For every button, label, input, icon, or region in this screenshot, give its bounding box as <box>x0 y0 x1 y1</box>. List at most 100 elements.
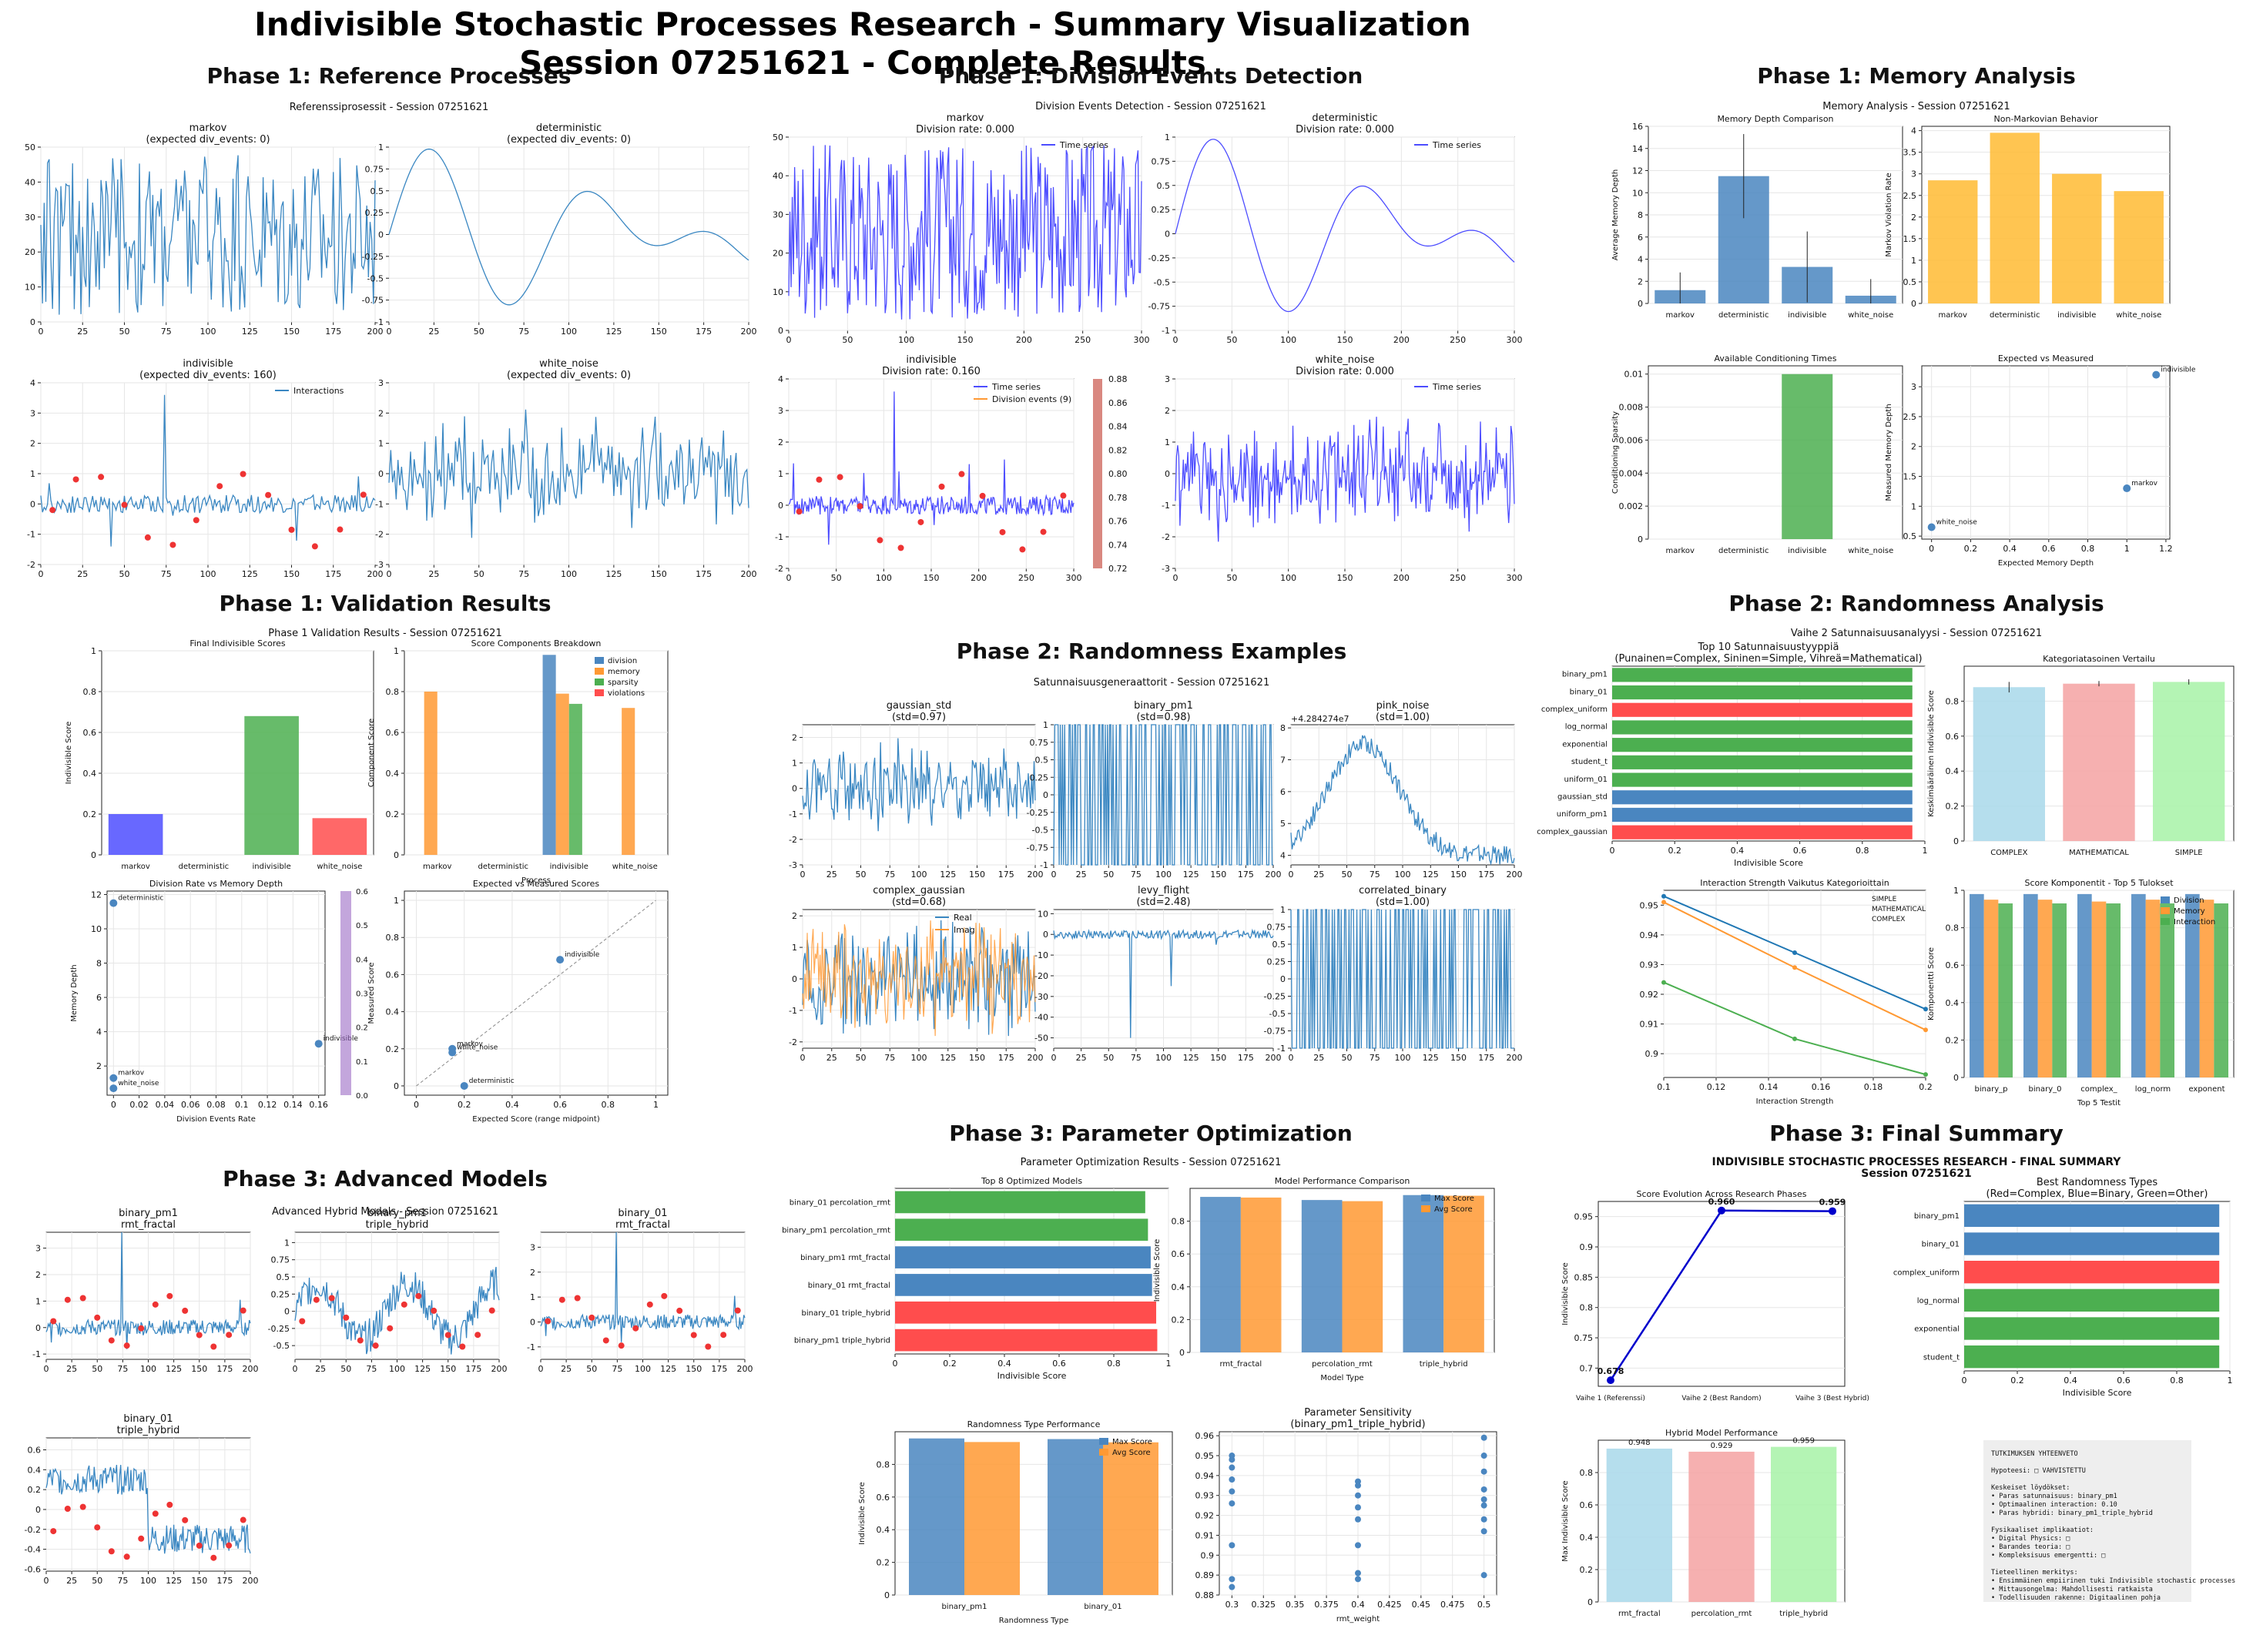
x-axis-label: rmt_weight <box>1336 1615 1380 1624</box>
x-axis-label: Model Type <box>1320 1374 1363 1382</box>
y-tick-label: 0 <box>792 974 797 984</box>
x-tick-label: 25 <box>428 327 439 337</box>
interaction-point <box>265 491 272 498</box>
panel-subtitle: Phase 1 Validation Results - Session 072… <box>268 628 501 639</box>
y-tick-label: 30 <box>773 209 783 219</box>
reference-line <box>416 900 656 1087</box>
legend-label: memory <box>608 668 640 676</box>
category-label: binary_pm1 triple_hybrid <box>794 1337 890 1345</box>
y-tick-label: 16 <box>1632 122 1643 132</box>
y-tick-label: -1 <box>1277 1044 1286 1054</box>
bar <box>1103 1442 1158 1595</box>
x-tick-label: 0 <box>387 327 392 337</box>
y-tick-label: -0.5 <box>273 1341 290 1351</box>
y-tick-label: -40 <box>1034 1013 1048 1023</box>
y-tick-label: 4 <box>96 1027 102 1037</box>
interaction-point <box>836 474 843 481</box>
y-tick-label: 0 <box>530 1317 535 1327</box>
chart-opt_rtype: Randomness Type Performance 0 0.2 0.4 0.6 0.8… <box>858 1419 1173 1625</box>
x-tick-label: 200 <box>243 1576 259 1586</box>
chart-title: indivisible <box>906 354 956 366</box>
x-tick-label: 250 <box>1075 335 1091 345</box>
legend-label: Avg Score <box>1112 1449 1151 1457</box>
x-tick-label: 250 <box>1450 573 1466 583</box>
y-tick-label: 1.5 <box>1903 472 1917 482</box>
y-tick-label: 0 <box>1638 534 1643 545</box>
y-tick-label: 1 <box>30 469 35 479</box>
x-tick-label: 75 <box>366 1364 377 1374</box>
y-axis-label: Indivisible Score <box>1153 1239 1162 1302</box>
y-tick-label: 2 <box>35 1270 41 1280</box>
interaction-point <box>79 1295 86 1302</box>
category-label: deterministic <box>1990 311 2040 320</box>
bar <box>568 703 582 855</box>
point-label: markov <box>118 1070 144 1077</box>
chart-layer: markov(expected div_events: 0)0 25 50 75 100… <box>25 112 2236 1625</box>
bar <box>2106 903 2121 1077</box>
x-tick-label: 175 <box>325 569 341 579</box>
x-tick-label: 50 <box>586 1364 597 1374</box>
y-tick-label: 0.4 <box>1946 998 1960 1008</box>
x-tick-label: 0.425 <box>1377 1600 1402 1610</box>
y-tick-label: -2 <box>775 564 783 574</box>
y-axis-label: Measured Score <box>367 962 376 1024</box>
x-tick-label: 50 <box>1342 1053 1353 1063</box>
chart-title: triple_hybrid <box>117 1425 180 1436</box>
interaction-point <box>661 1292 668 1299</box>
x-tick-label: 125 <box>1183 870 1199 880</box>
category-label: binary_pm1 <box>1562 671 1608 679</box>
category-label: white_noise <box>1848 311 1893 320</box>
y-tick-label: 40 <box>773 171 783 181</box>
bar <box>2063 683 2135 841</box>
x-tick-label: 200 <box>737 1364 753 1374</box>
x-tick-label: 125 <box>166 1576 182 1586</box>
x-tick-label: 200 <box>1507 870 1523 880</box>
y-tick-label: 0 <box>778 326 783 336</box>
chart-title: markov <box>947 112 984 124</box>
x-tick-label: 0.4 <box>2064 1376 2077 1386</box>
x-tick-label: 200 <box>1507 1053 1523 1063</box>
x-tick-label: 25 <box>428 569 439 579</box>
bar <box>1612 772 1913 787</box>
y-axis-label: Max Indivisible Score <box>1561 1480 1570 1561</box>
x-tick-label: 200 <box>741 327 757 337</box>
scatter-point <box>109 1084 118 1093</box>
category-label: exponential <box>1914 1325 1960 1334</box>
category-label: indivisible <box>550 863 588 871</box>
x-tick-label: 0 <box>1962 1376 1967 1386</box>
summary-line: • Paras hybridi: binary_pm1_triple_hybri… <box>1991 1510 2153 1517</box>
x-tick-label: 200 <box>1016 335 1032 345</box>
y-tick-label: 6 <box>1638 233 1643 243</box>
x-tick-label: 50 <box>340 1364 351 1374</box>
x-tick-label: 150 <box>969 870 985 880</box>
y-tick-label: 0 <box>1953 836 1959 846</box>
x-tick-label: 150 <box>191 1576 207 1586</box>
summary-text-box: TUTKIMUKSEN YHTEENVETO Hypoteesi: □ VAHVI… <box>1983 1440 2235 1602</box>
colorbar-label: 0.0 <box>356 1092 368 1101</box>
y-tick-label: 10 <box>25 283 35 293</box>
x-tick-label: 0 <box>1051 870 1057 880</box>
x-tick-label: 50 <box>474 569 484 579</box>
chart-title: Top 8 Optimized Models <box>981 1176 1082 1186</box>
y-tick-label: 0.25 <box>365 208 384 218</box>
y-tick-label: 0 <box>35 1505 41 1515</box>
axis-offset: +4.284274e7 <box>1291 714 1349 724</box>
chart-val_final: Final Indivisible Scores 0 0.2 0.4 0.6 0.8 1 ma… <box>65 638 374 871</box>
x-tick-label: 150 <box>1210 1053 1226 1063</box>
y-tick-label: 8 <box>96 959 102 969</box>
x-tick-label: 0.35 <box>1286 1600 1305 1610</box>
x-tick-label: 25 <box>1313 870 1324 880</box>
category-label: percolation_rmt <box>1691 1610 1752 1618</box>
bar <box>312 818 367 855</box>
x-tick-label: 0.4 <box>2003 544 2017 554</box>
y-tick-label: 0.75 <box>1267 923 1286 933</box>
value-label: 0.678 <box>1598 1366 1624 1376</box>
y-tick-label: 0.4 <box>1172 1282 1185 1292</box>
x-tick-label: 0.325 <box>1252 1600 1276 1610</box>
x-tick-label: 200 <box>1028 1053 1044 1063</box>
interaction-point <box>64 1505 71 1512</box>
figure-title: Indivisible Stochastic Processes Researc… <box>254 5 1471 43</box>
bar <box>2131 893 2146 1077</box>
bar <box>1983 900 1999 1077</box>
